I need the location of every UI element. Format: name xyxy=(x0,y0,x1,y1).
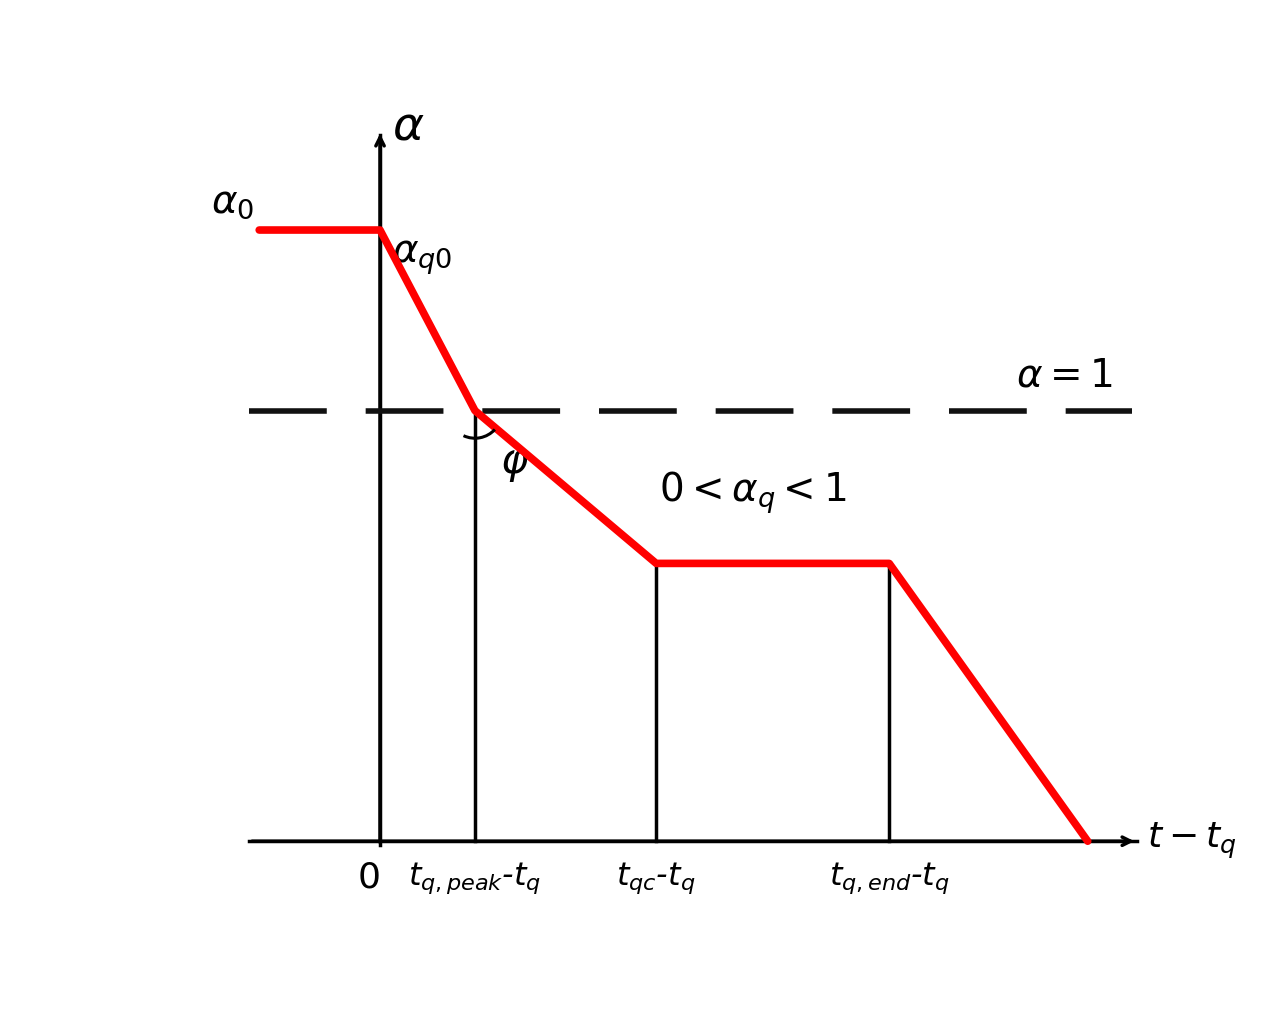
Text: $t_{q,peak}$-$t_q$: $t_{q,peak}$-$t_q$ xyxy=(408,861,541,897)
Text: $\varphi$: $\varphi$ xyxy=(499,442,529,484)
Text: $0 < \alpha_q < 1$: $0 < \alpha_q < 1$ xyxy=(659,469,846,516)
Text: $t_{q,end}$-$t_q$: $t_{q,end}$-$t_q$ xyxy=(829,861,950,897)
Text: $t - t_q$: $t - t_q$ xyxy=(1147,821,1236,861)
Text: $\alpha_0$: $\alpha_0$ xyxy=(211,182,255,220)
Text: $\alpha_{q0}$: $\alpha_{q0}$ xyxy=(392,238,452,277)
Text: $\alpha$: $\alpha$ xyxy=(392,105,425,150)
Text: $t_{qc}$-$t_q$: $t_{qc}$-$t_q$ xyxy=(617,861,696,897)
Text: $\alpha = 1$: $\alpha = 1$ xyxy=(1016,357,1112,395)
Text: $0$: $0$ xyxy=(357,861,379,895)
